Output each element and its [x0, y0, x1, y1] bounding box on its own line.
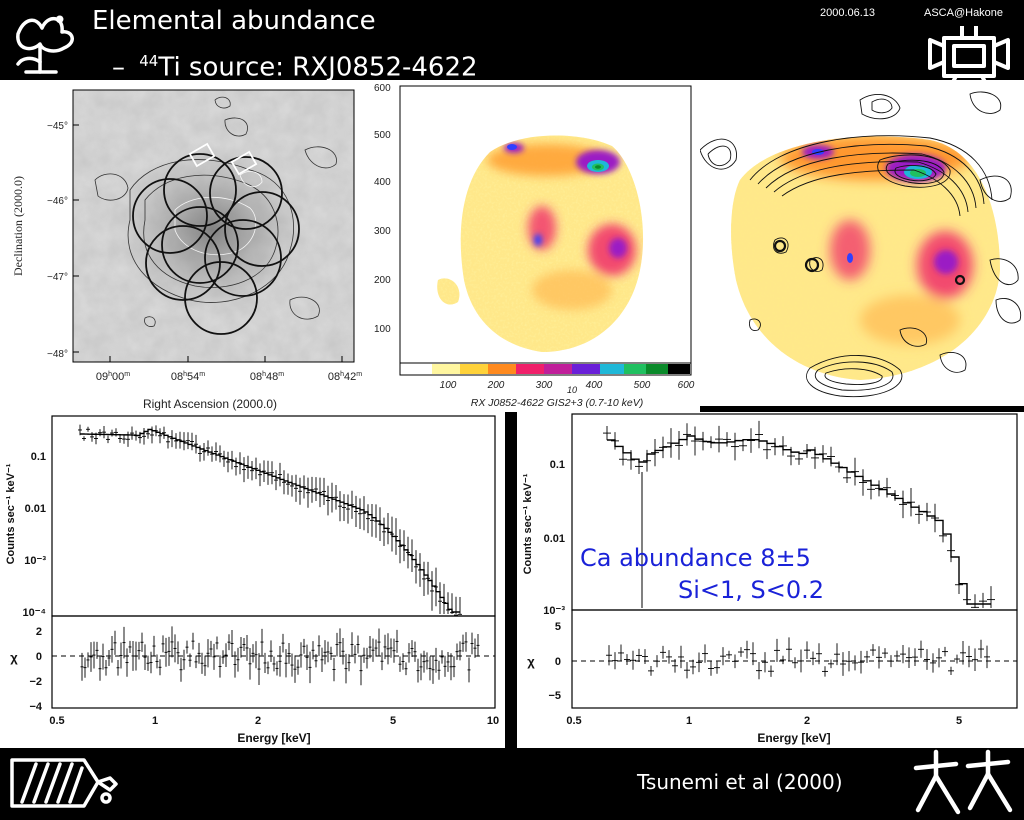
slide-date: 2000.06.13 — [820, 7, 876, 19]
spectrum-left-x-label: Energy [keV] — [237, 731, 310, 745]
spectrum-right-x-tick: 0.5 — [566, 715, 581, 727]
colorbar-tick-label: 300 — [536, 380, 553, 391]
ra-tick-label: 08h48m — [250, 371, 284, 383]
isotope-mass-number: 44 — [139, 52, 159, 70]
dec-tick-label: −47° — [47, 272, 68, 283]
spectrum-left-y-tick: 10⁻³ — [24, 555, 46, 567]
colorbar-tick-label: 100 — [440, 380, 457, 391]
spectrum-left-chi-tick: 2 — [36, 626, 42, 638]
sky-map-panel: Declination (2000.0) −45° −46° −47° −48°… — [0, 80, 372, 412]
gis-y-tick-label: 500 — [374, 130, 391, 141]
spectrum-left-chi-tick: −2 — [29, 676, 42, 688]
spectrum-right-x-tick: 5 — [956, 715, 962, 727]
spectrum-left-chi-label: χ — [10, 650, 18, 665]
spectrum-right-y-tick: 10⁻³ — [543, 605, 565, 617]
spectrum-left-main-frame — [51, 415, 496, 617]
slide-venue: ASCA@Hakone — [924, 7, 1004, 19]
spectrum-right-x-tick: 2 — [804, 715, 810, 727]
spectrum-right-chi-tick: 5 — [555, 621, 561, 633]
bullet: • — [52, 6, 68, 36]
gis-y-tick-label: 200 — [374, 275, 391, 286]
spectrum-right-x-label: Energy [keV] — [757, 731, 830, 745]
spectrum-left-chi-tick: −4 — [29, 701, 42, 713]
map-x-axis-label: Right Ascension (2000.0) — [143, 397, 277, 411]
ca-abundance-annotation: Ca abundance 8±5 — [580, 544, 811, 572]
spectrum-right-x-tick: 1 — [686, 715, 692, 727]
spectrum-left-y-tick: 10⁻⁴ — [23, 607, 46, 619]
spectrum-left-x-tick: 0.5 — [49, 715, 64, 727]
gis-y-tick-label: 400 — [374, 177, 391, 188]
slide-title: Elemental abundance — [92, 6, 376, 36]
map-y-axis-label: Declination (2000.0) — [11, 176, 25, 276]
spectrum-left-x-tick: 5 — [390, 715, 396, 727]
fish-doodle-icon — [6, 752, 122, 814]
dec-tick-label: −48° — [47, 349, 68, 360]
spectrum-left-chi-tick: 0 — [36, 651, 42, 663]
colorbar-tick-label: 600 — [678, 380, 695, 391]
spectrum-right-residual-frame — [571, 609, 1018, 709]
spectrum-left-x-tick: 2 — [255, 715, 261, 727]
contour-lines — [700, 91, 1022, 398]
ra-tick-label: 09h00m — [96, 371, 130, 383]
colorbar-subscript: 10 — [567, 385, 577, 395]
gis-y-tick-label: 300 — [374, 226, 391, 237]
spectrum-left-y-label: Counts sec⁻¹ keV⁻¹ — [5, 463, 17, 564]
si-s-abundance-annotation: Si<1, S<0.2 — [678, 576, 825, 604]
colorbar-tick-label: 400 — [586, 380, 603, 391]
robot-doodle-icon — [922, 20, 1018, 86]
gis-image-caption: RX J0852-4622 GIS2+3 (0.7-10 keV) — [471, 397, 643, 409]
sub-dash: – — [112, 52, 125, 83]
spectrum-right-y-label: Counts sec⁻¹ keV⁻¹ — [522, 473, 534, 574]
gis-y-tick-label: 100 — [374, 324, 391, 335]
spectrum-left-x-tick: 10 — [487, 715, 499, 727]
dec-tick-label: −46° — [47, 196, 68, 207]
spectrum-left-residual-frame — [51, 615, 496, 709]
colorbar-tick-label: 200 — [487, 380, 505, 391]
spectrum-right-y-tick: 0.01 — [544, 533, 565, 545]
spectrum-right-panel: 0.1 0.01 10⁻³ 5 0 −5 Counts sec⁻¹ keV⁻¹ … — [517, 412, 1024, 748]
ra-tick-label: 08h42m — [328, 371, 362, 383]
gis-pointing-circles — [132, 153, 300, 335]
spectrum-right-chi-tick: 0 — [555, 656, 561, 668]
gis-image-panel: 600 500 400 300 200 100 100 200 300 400 … — [372, 80, 700, 412]
slide-subtitle: Ti source: RXJ0852-4622 — [158, 52, 478, 83]
spectrum-right-chi-label: χ — [527, 654, 535, 669]
spectrum-right-y-tick: 0.1 — [550, 459, 565, 471]
colorbar-tick-label: 500 — [634, 380, 651, 391]
ra-tick-label: 08h54m — [171, 371, 205, 383]
spectrum-right-chi-tick: −5 — [548, 690, 561, 702]
spectrum-left-x-tick: 1 — [152, 715, 158, 727]
colorbar — [399, 362, 692, 376]
contour-overlay-panel — [700, 80, 1024, 406]
spectrum-left-y-tick: 0.01 — [25, 503, 46, 515]
flower-doodle-icon — [6, 6, 84, 78]
dancing-figures-icon — [908, 748, 1018, 816]
spectrum-left-y-tick: 0.1 — [31, 451, 46, 463]
citation: Tsunemi et al (2000) — [637, 770, 843, 794]
dec-tick-label: −45° — [47, 121, 68, 132]
gis-y-tick-label: 600 — [374, 83, 391, 94]
spectrum-left-panel: 0.1 0.01 10⁻³ 10⁻⁴ 2 0 −2 −4 Counts sec⁻… — [0, 412, 505, 748]
